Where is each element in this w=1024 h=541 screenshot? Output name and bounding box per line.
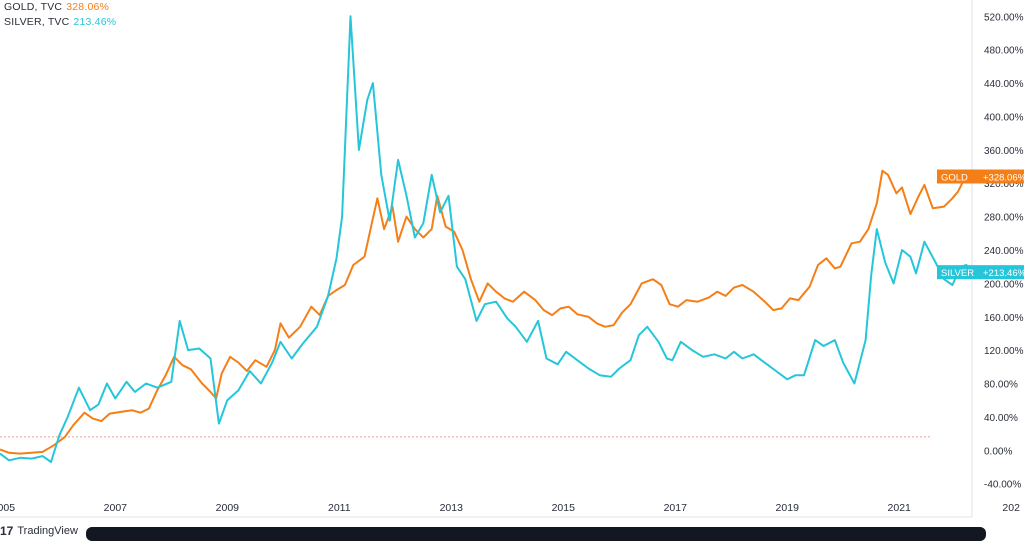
tradingview-brand[interactable]: 17 TradingView <box>0 523 78 538</box>
x-tick-label: 2013 <box>440 502 464 514</box>
y-tick-label: 80.00% <box>984 380 1018 391</box>
legend-gold-symbol: GOLD, TVC <box>4 1 63 13</box>
price-tag-value: +328.06% <box>983 173 1024 184</box>
x-tick-label: 2015 <box>552 502 576 514</box>
series-line-silver[interactable] <box>0 15 973 463</box>
y-tick-label: 440.00% <box>984 79 1024 90</box>
y-tick-label: 160.00% <box>984 313 1024 324</box>
y-tick-label: 120.00% <box>984 346 1024 357</box>
price-tag-bg <box>937 265 1024 280</box>
legend-gold-value: 328.06% <box>66 1 110 13</box>
bottom-toolbar[interactable] <box>86 527 986 541</box>
y-tick-label: 480.00% <box>984 46 1024 57</box>
y-tick-label: 280.00% <box>984 213 1024 224</box>
price-tag-bg <box>937 169 1024 184</box>
y-tick-label: -40.00% <box>984 480 1021 491</box>
legend-silver-value: 213.46% <box>73 16 117 28</box>
x-tick-label: 2021 <box>888 502 912 514</box>
y-tick-label: 40.00% <box>984 413 1018 424</box>
y-tick-label: 400.00% <box>984 112 1024 123</box>
price-tag-silver[interactable]: SILVER +213.46% <box>937 265 1024 280</box>
y-tick-label: 320.00% <box>984 179 1024 190</box>
x-tick-label: 2019 <box>776 502 800 514</box>
x-tick-label: 2017 <box>664 502 688 514</box>
y-tick-label: 0.00% <box>984 446 1012 457</box>
price-tag-name: GOLD <box>941 173 968 184</box>
legend-gold[interactable]: GOLD, TVC 328.06% <box>4 1 109 13</box>
legend-silver[interactable]: SILVER, TVC 213.46% <box>4 16 116 28</box>
x-tick-label: 202 <box>1002 502 1020 514</box>
tradingview-logo-icon: 17 <box>0 523 14 538</box>
tradingview-name: TradingView <box>17 524 78 537</box>
y-tick-label: 520.00% <box>984 12 1024 23</box>
price-tag-gold[interactable]: GOLD +328.06% <box>937 169 1024 184</box>
y-tick-label: 200.00% <box>984 279 1024 290</box>
x-tick-label: 2011 <box>328 502 351 514</box>
price-tag-name: SILVER <box>941 268 974 279</box>
x-tick-label: 2007 <box>104 502 128 514</box>
x-tick-label: 2009 <box>216 502 240 514</box>
legend-silver-symbol: SILVER, TVC <box>4 16 70 28</box>
x-tick-label: 2005 <box>0 502 15 514</box>
price-tag-value: +213.46% <box>983 268 1024 279</box>
y-tick-label: 360.00% <box>984 146 1024 157</box>
y-tick-label: 240.00% <box>984 246 1024 257</box>
series-line-gold[interactable] <box>0 169 973 455</box>
